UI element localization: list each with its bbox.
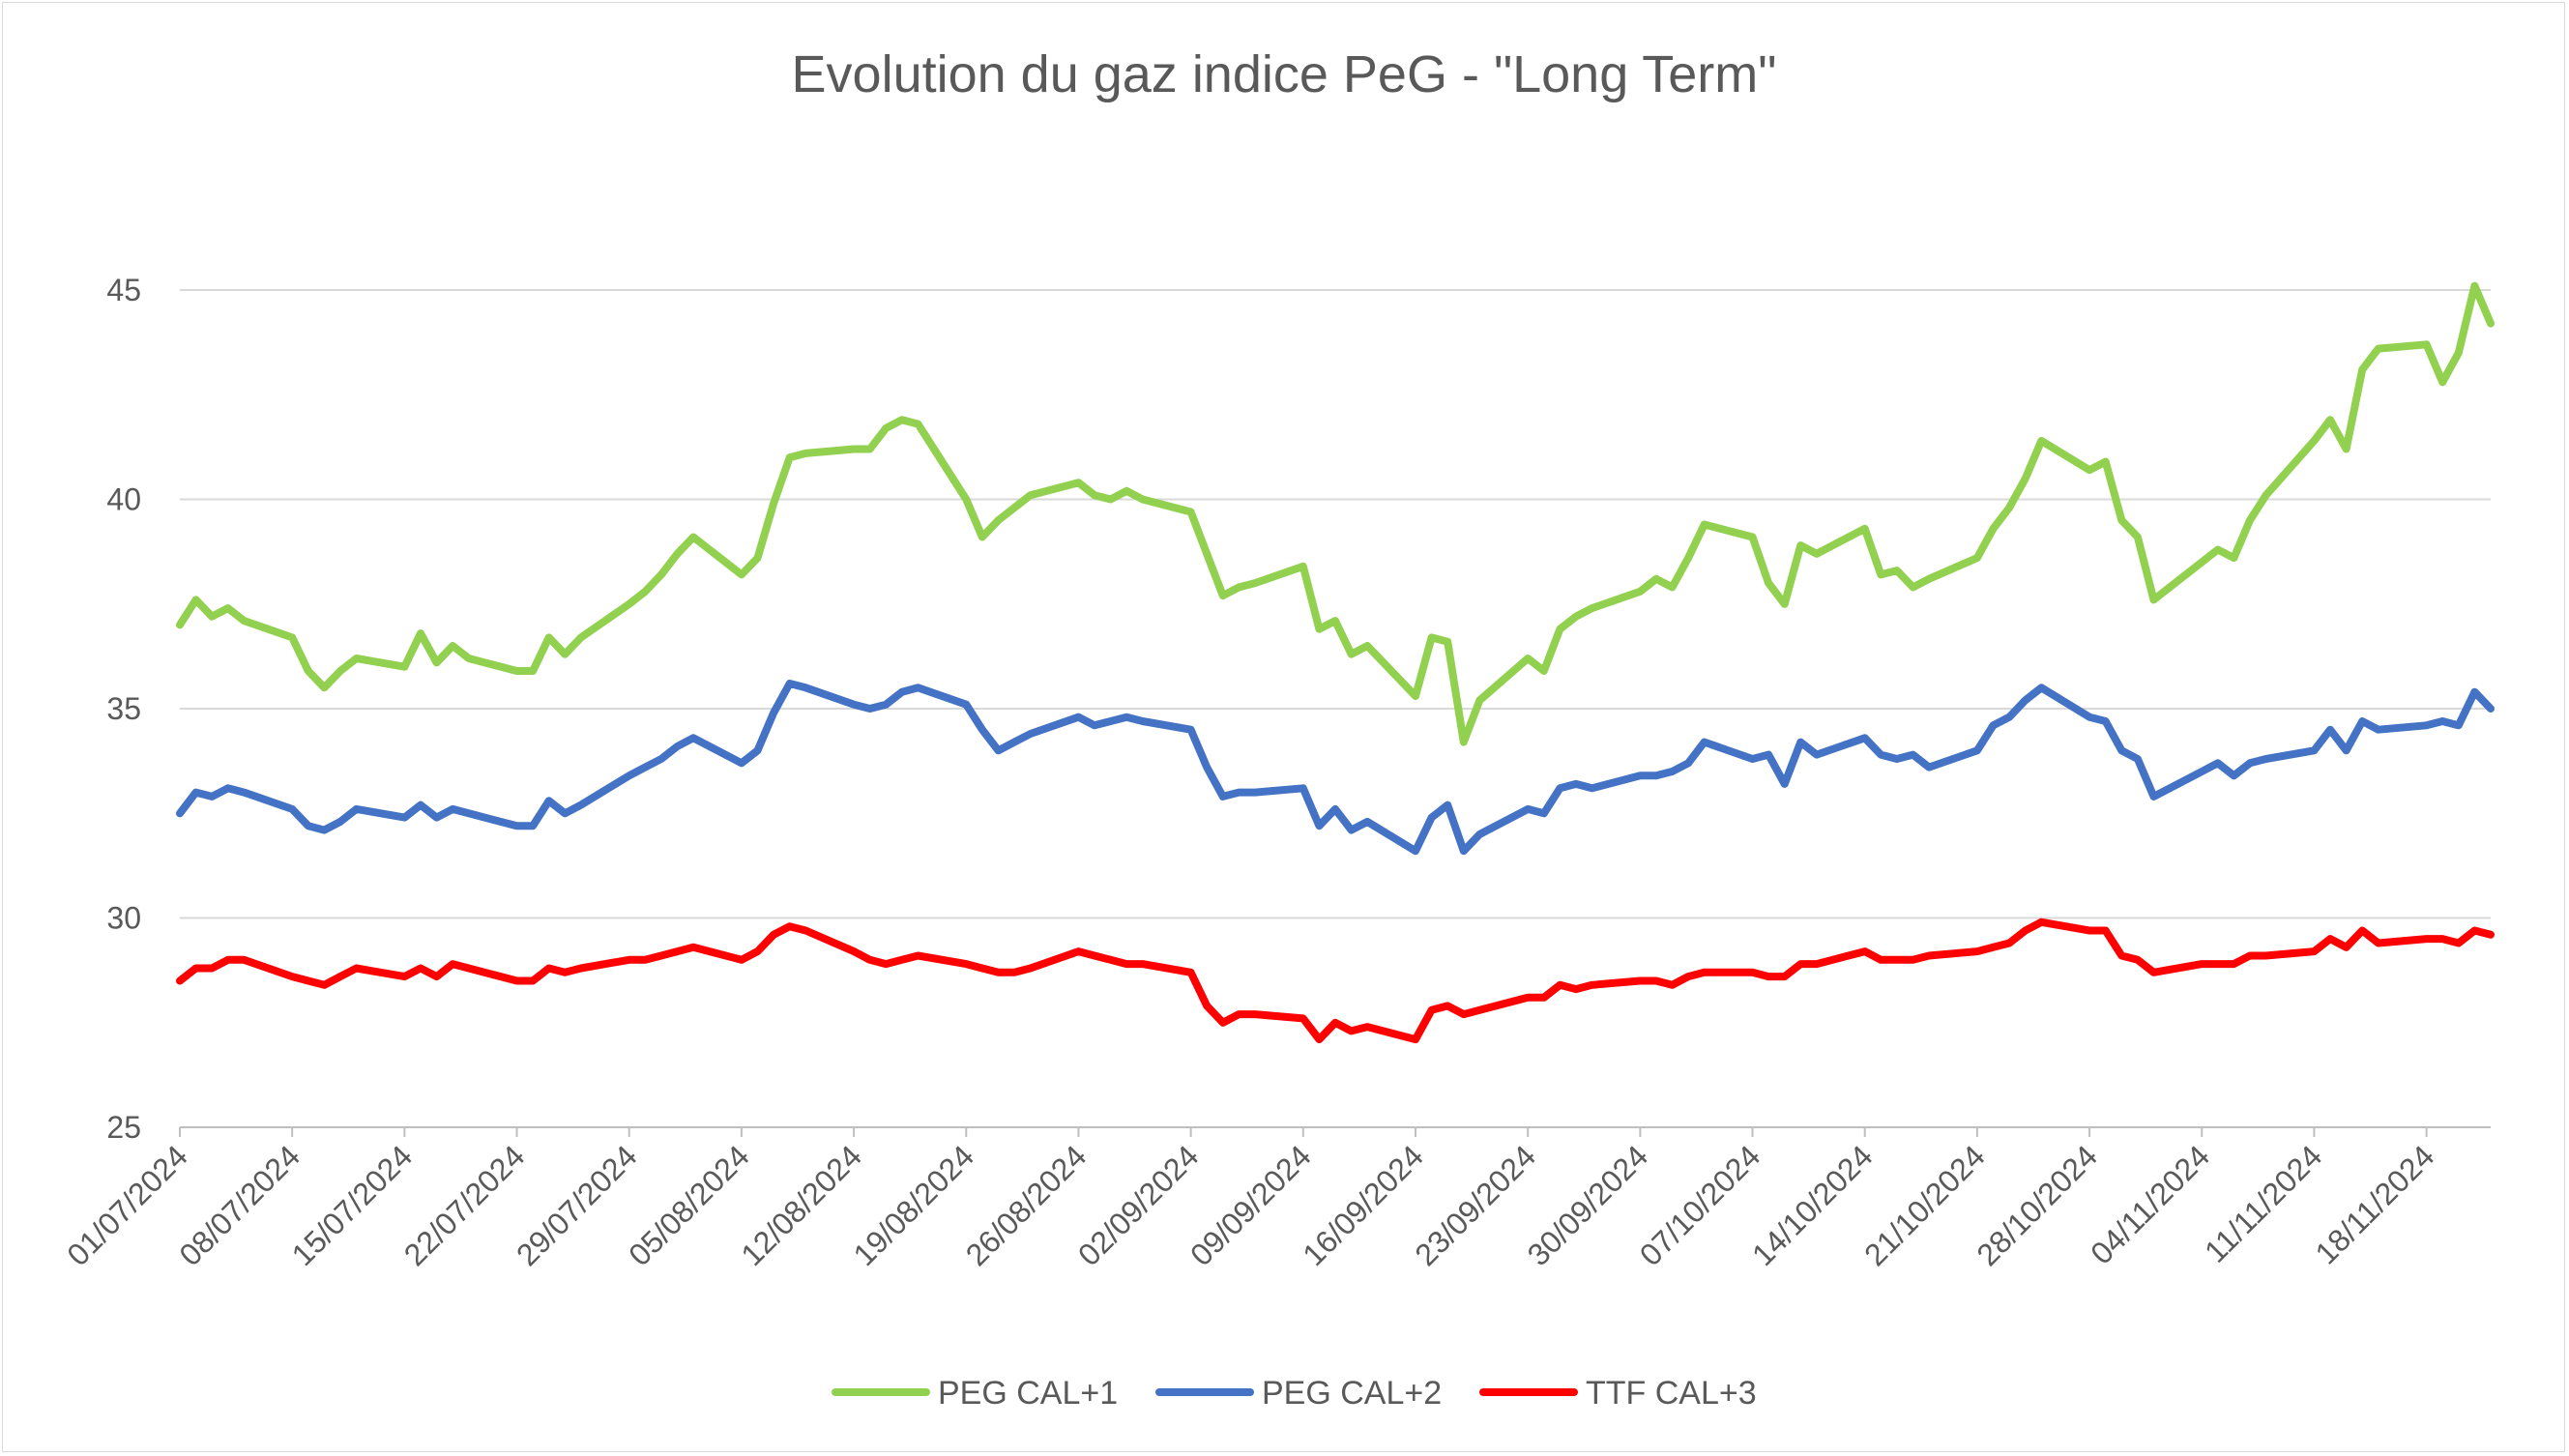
x-tick-label: 15/07/2024 [285,1138,420,1272]
y-tick-label: 35 [106,691,141,726]
y-tick-label: 45 [106,273,141,307]
x-tick-label: 16/09/2024 [1296,1138,1430,1272]
x-tick-label: 05/08/2024 [622,1138,756,1272]
legend-label: PEG CAL+2 [1262,1375,1442,1412]
y-tick-label: 25 [106,1110,141,1145]
legend-item: PEG CAL+2 [1155,1375,1442,1412]
legend-item: PEG CAL+1 [832,1375,1118,1412]
x-tick-label: 04/11/2024 [2084,1138,2216,1270]
x-tick-label: 14/10/2024 [1745,1138,1880,1272]
series-line-ttf-cal-3 [176,917,2495,1044]
x-tick-label: 02/09/2024 [1071,1138,1206,1272]
x-tick-label: 28/10/2024 [1970,1138,2104,1272]
x-tick-label: 18/11/2024 [2309,1138,2441,1270]
x-tick-label: 07/10/2024 [1633,1138,1767,1272]
x-tick-label: 09/09/2024 [1183,1138,1318,1272]
x-tick-label: 29/07/2024 [510,1138,644,1272]
y-tick-label: 40 [106,482,141,517]
gridlines [180,289,2491,919]
chart-title: Evolution du gaz indice PeG - "Long Term… [792,45,1777,103]
series-line-peg-cal-2 [176,680,2495,856]
series-lines [176,281,2495,1044]
x-tick-label: 21/10/2024 [1857,1138,1992,1272]
series-line-peg-cal-1 [176,281,2495,746]
x-tick-label: 11/11/2024 [2198,1138,2328,1268]
legend-item: TTF CAL+3 [1479,1375,1757,1412]
legend-label: PEG CAL+1 [938,1375,1118,1412]
x-tick-label: 08/07/2024 [172,1138,307,1272]
x-tick-label: 22/07/2024 [397,1138,532,1272]
x-tick-label: 19/08/2024 [847,1138,981,1272]
x-tick-label: 12/08/2024 [734,1138,868,1272]
x-tick-label: 26/08/2024 [959,1138,1094,1272]
x-tick-label: 30/09/2024 [1521,1138,1655,1272]
axes: 25 30 35 40 45 01/07/202408/07/202415/07/2024… [60,273,2491,1272]
x-tick-label: 01/07/2024 [60,1138,194,1272]
x-tick-label: 23/09/2024 [1408,1138,1542,1272]
y-tick-label: 30 [106,901,141,936]
legend: PEG CAL+1 PEG CAL+2 TTF CAL+3 [832,1375,1757,1412]
legend-label: TTF CAL+3 [1586,1375,1757,1412]
